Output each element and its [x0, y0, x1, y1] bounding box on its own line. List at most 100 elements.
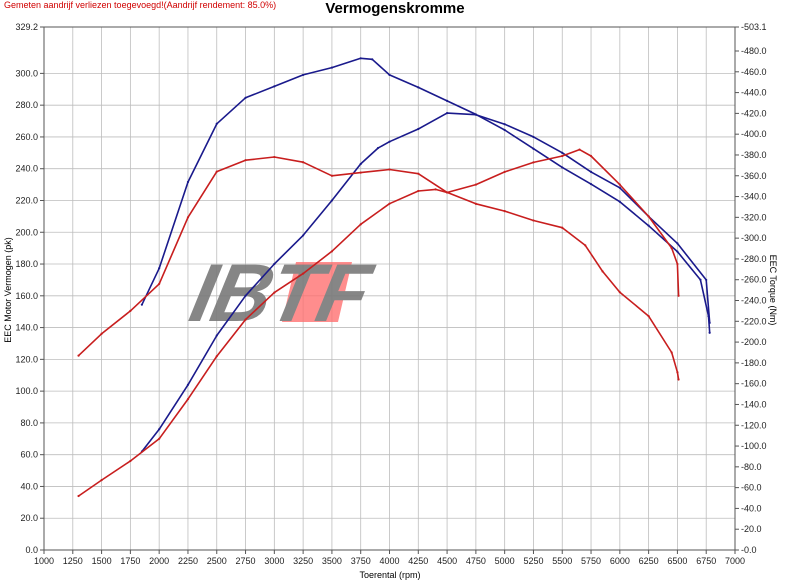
- series-point-stock-power: [186, 383, 190, 386]
- right-y-tick-label: -20.0: [741, 524, 762, 534]
- series-point-tuned-power: [186, 397, 190, 401]
- series-point-stock-torque: [474, 113, 477, 116]
- left-y-tick-label: 120.0: [15, 354, 38, 364]
- left-y-tick-label: 260.0: [15, 132, 38, 142]
- series-point-tuned-torque: [647, 315, 650, 318]
- series-point-tuned-power: [618, 183, 621, 186]
- x-tick-label: 3250: [293, 556, 313, 566]
- series-group: [77, 57, 711, 498]
- right-y-tick-label: -200.0: [741, 337, 767, 347]
- series-point-tuned-torque: [215, 170, 218, 173]
- right-y-tick-label: -320.0: [741, 212, 767, 222]
- series-point-tuned-torque: [77, 354, 80, 357]
- measurement-note: Gemeten aandrijf verliezen toegevoegd!(A…: [4, 0, 277, 10]
- series-point-stock-torque: [647, 224, 650, 227]
- right-y-tick-label: -340.0: [741, 192, 767, 202]
- left-y-tick-label: 300.0: [15, 68, 38, 78]
- logo-text: IBTF: [183, 247, 381, 339]
- series-point-stock-power: [417, 127, 420, 131]
- right-y-tick-label: -0.0: [741, 545, 757, 555]
- series-point-stock-torque: [708, 331, 711, 334]
- x-tick-label: 1500: [92, 556, 112, 566]
- series-point-tuned-torque: [584, 244, 587, 247]
- series-point-tuned-power: [532, 161, 535, 164]
- series-point-stock-power: [330, 199, 334, 202]
- series-point-tuned-torque: [561, 226, 564, 229]
- series-point-stock-torque: [388, 73, 391, 77]
- x-tick-label: 6750: [696, 556, 716, 566]
- ibtf-watermark-logo: IBTF: [183, 247, 381, 339]
- x-tick-label: 4250: [408, 556, 428, 566]
- left-y-tick-label: 80.0: [20, 418, 38, 428]
- left-y-tick-label: 100.0: [15, 386, 38, 396]
- series-point-tuned-power: [670, 247, 673, 250]
- series-point-tuned-torque: [417, 172, 420, 175]
- series-point-tuned-torque: [100, 332, 103, 335]
- grid-lines: [43, 26, 736, 551]
- series-point-stock-torque: [186, 180, 190, 184]
- series-point-stock-torque: [445, 99, 449, 103]
- right-y-tick-label: -300.0: [741, 233, 767, 243]
- series-point-tuned-power: [589, 154, 593, 158]
- series-point-stock-torque: [244, 96, 247, 99]
- x-tick-label: 5000: [495, 556, 515, 566]
- series-point-stock-power: [503, 123, 506, 126]
- right-y-tick-label: -240.0: [741, 296, 767, 306]
- series-point-stock-torque: [215, 122, 218, 125]
- left-y-tick-label: 200.0: [15, 227, 38, 237]
- series-point-tuned-power: [677, 294, 680, 297]
- series-point-tuned-torque: [474, 202, 477, 205]
- left-y-tick-label: 40.0: [20, 481, 38, 491]
- series-point-stock-power: [244, 294, 247, 297]
- right-y-tick-label: -60.0: [741, 483, 762, 493]
- series-point-tuned-torque: [244, 159, 247, 162]
- series-point-tuned-power: [388, 202, 391, 205]
- right-y-tick-label: -280.0: [741, 254, 767, 264]
- x-tick-label: 6000: [610, 556, 630, 566]
- x-tick-label: 6500: [667, 556, 687, 566]
- series-point-tuned-power: [273, 291, 276, 294]
- left-y-tick-label: 0.0: [25, 545, 38, 555]
- left-y-tick-label: 60.0: [20, 450, 38, 460]
- right-y-tick-label: -420.0: [741, 108, 767, 118]
- series-point-stock-torque: [503, 128, 506, 132]
- series-point-stock-torque: [618, 200, 621, 203]
- series-point-stock-power: [302, 234, 305, 237]
- series-point-tuned-power: [302, 272, 305, 275]
- series-point-stock-torque: [359, 57, 362, 60]
- series-point-stock-power: [388, 140, 391, 143]
- series-point-tuned-torque: [302, 161, 305, 164]
- x-tick-label: 5500: [552, 556, 572, 566]
- right-y-tick-label: -503.1: [741, 22, 767, 32]
- x-tick-label: 5250: [523, 556, 543, 566]
- series-point-stock-power: [445, 112, 449, 115]
- series-point-stock-power: [273, 262, 276, 266]
- series-point-stock-power: [359, 162, 362, 166]
- series-point-tuned-torque: [359, 171, 362, 174]
- series-point-tuned-power: [359, 223, 362, 226]
- series-point-tuned-torque: [532, 219, 535, 222]
- series-point-tuned-torque: [618, 291, 621, 294]
- right-y-tick-label: -480.0: [741, 46, 767, 56]
- series-point-tuned-power: [244, 318, 247, 321]
- series-point-stock-torque: [699, 278, 702, 281]
- series-point-tuned-power: [417, 189, 420, 193]
- series-point-tuned-power: [503, 170, 506, 173]
- series-point-tuned-power: [77, 494, 80, 498]
- series-point-stock-power: [561, 151, 564, 154]
- series-line-tuned-power: [78, 148, 680, 497]
- series-point-tuned-power: [434, 188, 437, 191]
- series-point-stock-torque: [532, 147, 535, 150]
- series-point-tuned-power: [676, 262, 679, 266]
- series-point-stock-power: [376, 146, 380, 150]
- series-point-stock-torque: [561, 166, 564, 169]
- left-y-tick-label: 280.0: [15, 100, 38, 110]
- right-y-tick-label: -120.0: [741, 420, 767, 430]
- series-point-stock-torque: [589, 182, 593, 186]
- series-point-stock-power: [589, 170, 593, 173]
- right-y-tick-label: -180.0: [741, 358, 767, 368]
- series-point-tuned-power: [158, 437, 161, 440]
- right-y-tick-label: -400.0: [741, 129, 767, 139]
- x-tick-label: 6250: [639, 556, 659, 566]
- x-tick-label: 7000: [725, 556, 745, 566]
